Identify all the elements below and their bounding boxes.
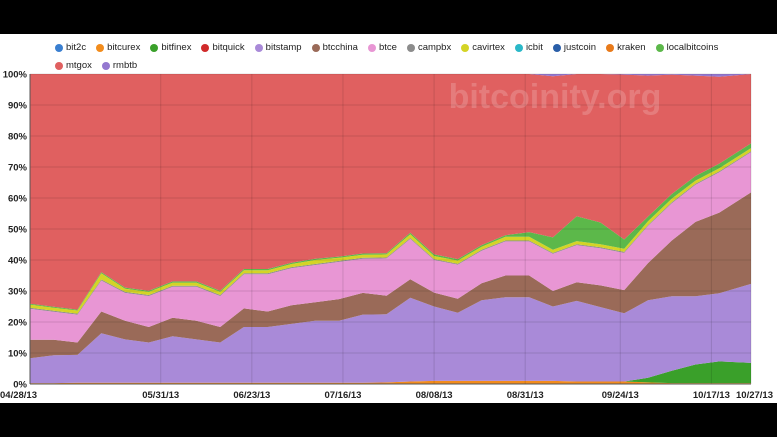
legend-item-mtgox[interactable]: mtgox — [55, 60, 92, 71]
area-rmbtb — [30, 74, 751, 77]
area-bitfinex — [30, 361, 751, 384]
legend-swatch — [514, 43, 523, 52]
legend-label: rmbtb — [112, 60, 138, 71]
y-tick-label: 70% — [8, 163, 28, 174]
bottom-letterbox — [0, 403, 777, 437]
legend-label: btce — [378, 42, 397, 53]
legend-item-bitfinex[interactable]: bitfinex — [150, 42, 191, 53]
legend-label: campbx — [417, 42, 452, 53]
y-tick-label: 10% — [8, 349, 28, 360]
legend-swatch — [552, 43, 561, 52]
x-tick-label: 05/31/13 — [142, 390, 179, 401]
y-tick-label: 80% — [8, 132, 28, 143]
legend-label: mtgox — [66, 60, 92, 71]
legend-swatch — [311, 43, 320, 52]
area-layer — [30, 74, 751, 384]
x-tick-label: 08/08/13 — [416, 390, 453, 401]
axis-layer: 0% 10% 20% 30% 40% 50% 60% 70% 80% 90% 100% 04/28/1… — [0, 70, 773, 402]
area-bitcurex — [30, 380, 751, 384]
top-letterbox — [0, 0, 777, 34]
legend-item-localbitcoins[interactable]: localbitcoins — [655, 42, 719, 53]
legend-label: cavirtex — [472, 42, 505, 53]
y-tick-label: 30% — [8, 287, 28, 298]
legend-swatch — [55, 43, 63, 52]
legend-item-icbit[interactable]: icbit — [514, 42, 543, 53]
area-mtgox — [30, 74, 751, 310]
legend-label: btcchina — [322, 42, 358, 53]
legend-item-btcchina[interactable]: btcchina — [311, 42, 358, 53]
legend-label: bitfinex — [161, 42, 192, 53]
legend-item-bitstamp[interactable]: bitstamp — [254, 42, 302, 53]
legend-row: bit2c bitcurex bitfinex bitquick bitstamp btc… — [55, 40, 755, 55]
x-tick-label: 08/31/13 — [507, 390, 544, 401]
legend-item-cavirtex[interactable]: cavirtex — [461, 42, 505, 53]
legend-swatch — [101, 61, 110, 70]
legend-swatch — [655, 43, 664, 52]
y-tick-label: 60% — [8, 194, 28, 205]
legend-item-bit2c[interactable]: bit2c — [55, 42, 86, 53]
y-tick-label: 20% — [8, 318, 28, 329]
legend-label: localbitcoins — [666, 42, 719, 53]
legend-swatch — [606, 43, 615, 52]
legend-swatch — [406, 43, 415, 52]
legend-swatch — [367, 43, 376, 52]
watermark: bitcoinity.org — [449, 78, 662, 116]
legend-label: bitstamp — [265, 42, 302, 53]
legend-swatch — [201, 43, 210, 52]
legend-label: kraken — [617, 42, 646, 53]
legend-item-justcoin[interactable]: justcoin — [552, 42, 597, 53]
legend-item-bitcurex[interactable]: bitcurex — [96, 42, 140, 53]
x-tick-label: 04/28/13 — [0, 390, 37, 401]
x-tick-label: 10/27/13 — [736, 390, 773, 401]
legend-label: bitquick — [212, 42, 245, 53]
y-tick-label: 50% — [8, 225, 28, 236]
legend-swatch — [96, 43, 105, 52]
legend-row: mtgox rmbtb — [55, 58, 755, 73]
legend-swatch — [55, 61, 63, 70]
area-btce — [30, 152, 751, 343]
legend-item-kraken[interactable]: kraken — [606, 42, 646, 53]
legend-label: bitcurex — [107, 42, 141, 53]
legend-swatch — [254, 43, 263, 52]
legend-label: justcoin — [563, 42, 597, 53]
legend-label: bit2c — [66, 42, 87, 53]
area-bitstamp — [30, 283, 751, 384]
legend-item-btce[interactable]: btce — [367, 42, 397, 53]
legend-item-bitquick[interactable]: bitquick — [201, 42, 245, 53]
legend-item-campbx[interactable]: campbx — [406, 42, 452, 53]
x-tick-label: 07/16/13 — [324, 390, 361, 401]
y-tick-label: 0% — [13, 380, 27, 391]
legend-label: icbit — [525, 42, 543, 53]
y-tick-label: 40% — [8, 256, 28, 267]
legend-swatch — [461, 43, 470, 52]
legend-item-rmbtb[interactable]: rmbtb — [101, 60, 138, 71]
legend: bit2c bitcurex bitfinex bitquick bitstamp btc… — [55, 40, 755, 76]
legend-swatch — [150, 43, 159, 52]
x-tick-label: 09/24/13 — [602, 390, 639, 401]
stacked-area-chart: 0% 10% 20% 30% 40% 50% 60% 70% 80% 90% 100% 04/28/1… — [0, 70, 773, 402]
x-tick-label: 06/23/13 — [233, 390, 270, 401]
y-tick-label: 90% — [8, 101, 28, 112]
x-tick-label: 10/17/13 — [693, 390, 730, 401]
y-tick-label: 100% — [3, 70, 28, 81]
